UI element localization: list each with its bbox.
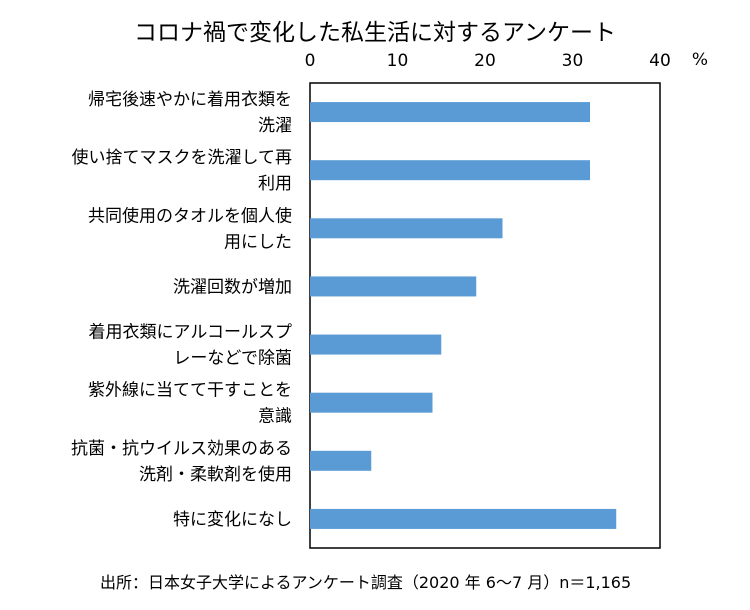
- bar: [310, 334, 442, 355]
- bar: [310, 218, 503, 239]
- category-label: 抗菌・抗ウイルス効果のある: [71, 439, 292, 459]
- x-axis-ticks: 0 10 20 30 40: [305, 51, 671, 71]
- x-tick-label: 40: [649, 51, 671, 71]
- bar: [310, 160, 590, 181]
- category-label: レーなどで除菌: [173, 349, 292, 369]
- category-label: 特に変化になし: [173, 510, 292, 530]
- category-label: 洗濯回数が増加: [173, 277, 292, 297]
- bar: [310, 450, 372, 471]
- category-label: 着用衣類にアルコールスプ: [89, 323, 293, 343]
- x-tick-label: 20: [474, 51, 496, 71]
- category-label: 利用: [258, 174, 292, 194]
- x-tick-label: 10: [387, 51, 409, 71]
- category-labels: 帰宅後速やかに着用衣類を洗濯使い捨てマスクを洗濯して再利用共同使用のタオルを個人…: [71, 90, 292, 530]
- category-label: 洗剤・柔軟剤を使用: [139, 464, 292, 485]
- x-tick-label: 0: [305, 51, 316, 71]
- category-label: 共同使用のタオルを個人使: [88, 205, 292, 226]
- source-note: 出所：日本女子大学によるアンケート調査（2020 年 6～7 月）n＝1,165: [100, 573, 631, 592]
- category-label: 洗濯: [258, 116, 292, 136]
- x-tick-label: 30: [562, 51, 584, 71]
- bar: [310, 508, 617, 529]
- bar: [310, 276, 477, 297]
- category-label: 意識: [258, 407, 292, 427]
- bar: [310, 392, 433, 413]
- plot-area-frame: [309, 82, 661, 549]
- bars: [310, 102, 617, 529]
- category-label: 帰宅後速やかに着用衣類を: [88, 90, 292, 110]
- chart-title: コロナ禍で変化した私生活に対するアンケート: [134, 20, 616, 46]
- category-label: 使い捨てマスクを洗濯して再: [72, 147, 293, 168]
- unit-label: %: [692, 50, 708, 70]
- category-label: 紫外線に当てて干すことを: [88, 381, 292, 401]
- bar: [310, 102, 590, 123]
- category-label: 用にした: [224, 232, 292, 252]
